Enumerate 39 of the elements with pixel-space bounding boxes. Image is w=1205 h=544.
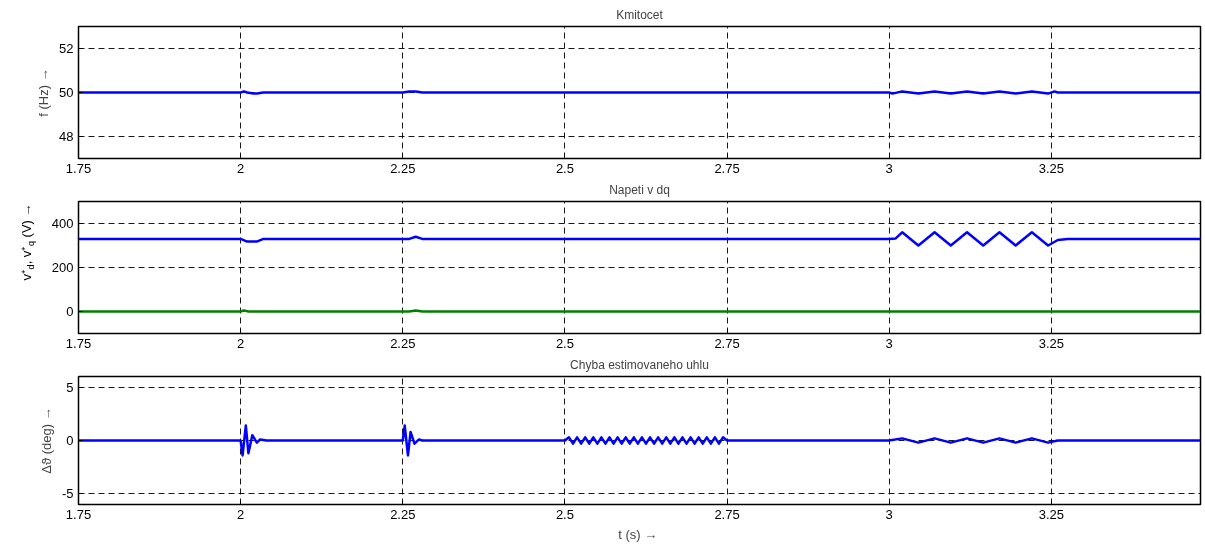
chart-title: Kmitocet bbox=[616, 7, 664, 22]
x-tick-label: 2.75 bbox=[714, 160, 740, 176]
y-tick-label: 0 bbox=[66, 433, 74, 448]
y-tick-label: 5 bbox=[66, 379, 74, 395]
x-tick-label: 3.25 bbox=[1038, 160, 1064, 176]
x-tick-label: 3 bbox=[885, 506, 893, 522]
y-tick-label: 52 bbox=[59, 41, 74, 56]
x-tick-label: 2.5 bbox=[555, 506, 574, 522]
x-tick-label: 2.5 bbox=[555, 335, 574, 351]
x-tick-label: 2 bbox=[237, 335, 245, 351]
x-tick-label: 2.75 bbox=[714, 335, 740, 351]
x-tick-label: 1.75 bbox=[65, 160, 92, 176]
y-axis-title: v⁺d, v⁺q (V) → bbox=[19, 203, 36, 281]
x-tick-label: 2.5 bbox=[555, 160, 574, 176]
y-tick-label: -5 bbox=[61, 486, 74, 502]
y-tick-label: 400 bbox=[51, 216, 74, 231]
chart-title: Chyba estimovaneho uhlu bbox=[570, 357, 709, 372]
line-series bbox=[78, 231, 1201, 247]
y-tick-label: 200 bbox=[51, 260, 74, 275]
x-tick-label: 2.25 bbox=[390, 506, 416, 522]
x-tick-label: 1.75 bbox=[65, 506, 92, 522]
x-tick-label: 2.25 bbox=[390, 160, 416, 176]
y-tick-label: 50 bbox=[59, 85, 74, 100]
x-tick-label: 2 bbox=[237, 506, 245, 522]
x-tick-label: 2.25 bbox=[390, 335, 416, 351]
x-tick-label: 3.25 bbox=[1038, 335, 1064, 351]
x-tick-label: 3.25 bbox=[1038, 506, 1064, 522]
y-axis-title: Δϑ (deg) → bbox=[38, 407, 54, 474]
x-tick-label: 3 bbox=[885, 160, 893, 176]
x-tick-label: 1.75 bbox=[65, 335, 92, 351]
y-axis-title: f (Hz) → bbox=[36, 68, 52, 117]
x-tick-label: 2 bbox=[237, 160, 245, 176]
chart-title: Napeti v dq bbox=[609, 182, 670, 197]
x-tick-label: 3 bbox=[885, 335, 893, 351]
x-tick-label: 2.75 bbox=[714, 506, 740, 522]
line-series bbox=[78, 424, 1201, 457]
y-tick-label: 48 bbox=[59, 129, 74, 144]
x-axis-title: t (s) → bbox=[618, 526, 658, 542]
y-tick-label: 0 bbox=[66, 304, 74, 319]
